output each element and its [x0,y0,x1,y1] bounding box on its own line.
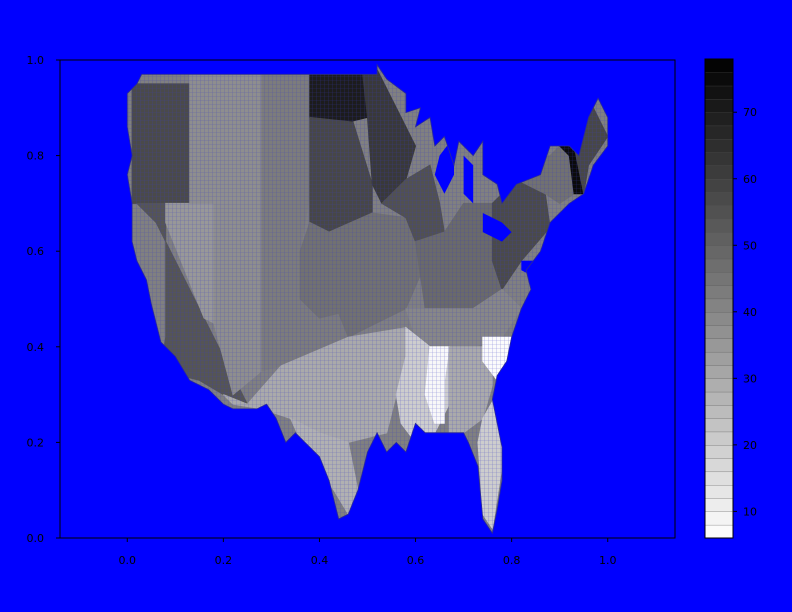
y-tick-label-5: 1.0 [27,54,45,67]
colorbar-band-11 [704,378,734,393]
colorbar-band-31 [704,112,734,127]
colorbar-band-12 [704,364,734,379]
x-axis: 0.0 0.2 0.4 0.6 0.8 1.0 [119,538,617,567]
colorbar-band-29 [704,138,734,153]
map-layer [127,64,608,534]
x-tick-label-2: 0.4 [311,554,329,567]
colorbar-band-30 [704,125,734,140]
x-tick-label-0: 0.0 [119,554,137,567]
colorbar-band-15 [704,324,734,339]
colorbar-band-28 [704,151,734,166]
colorbar-band-10 [704,391,734,406]
colorbar-band-5 [704,458,734,473]
colorbar-tick-label-2: 30 [743,372,757,385]
colorbar-band-19 [704,271,734,286]
colorbar-band-14 [704,338,734,353]
lake-1 [463,155,474,204]
colorbar: 10 20 30 40 50 60 70 [704,58,757,539]
grid-mesh [127,64,608,534]
x-tick-label-5: 1.0 [599,554,617,567]
colorbar-band-26 [704,178,734,193]
colorbar-tick-label-4: 50 [743,239,757,252]
y-tick-label-0: 0.0 [27,532,45,545]
lake-2 [482,213,512,242]
colorbar-tick-label-3: 40 [743,306,757,319]
y-tick-label-3: 0.6 [27,245,45,258]
colorbar-band-27 [704,165,734,180]
y-tick-label-4: 0.8 [27,150,45,163]
colorbar-band-35 [704,58,734,73]
colorbar-tick-label-5: 60 [743,173,757,186]
colorbar-band-17 [704,298,734,313]
colorbar-tick-label-1: 20 [743,439,757,452]
colorbar-band-1 [704,511,734,526]
y-tick-label-1: 0.2 [27,436,45,449]
x-tick-label-1: 0.2 [215,554,233,567]
colorbar-frame [704,58,734,539]
colorbar-band-25 [704,191,734,206]
colorbar-tick-label-0: 10 [743,505,757,518]
colorbar-band-3 [704,484,734,499]
colorbar-band-23 [704,218,734,233]
colorbar-band-6 [704,444,734,459]
colorbar-band-24 [704,205,734,220]
colorbar-band-22 [704,231,734,246]
colorbar-band-33 [704,85,734,100]
x-tick-label-4: 0.8 [503,554,521,567]
colorbar-band-0 [704,524,734,539]
plot-frame [59,59,676,539]
colorbar-tick-label-6: 70 [743,106,757,119]
colorbar-band-21 [704,245,734,260]
colorbar-band-4 [704,471,734,486]
plot-area [59,59,676,539]
colorbar-band-16 [704,311,734,326]
colorbar-band-2 [704,497,734,512]
colorbar-band-32 [704,98,734,113]
colorbar-band-18 [704,285,734,300]
x-tick-label-3: 0.6 [407,554,425,567]
colorbar-band-20 [704,258,734,273]
colorbar-band-7 [704,431,734,446]
map-outline [126,63,609,535]
colorbar-band-9 [704,404,734,419]
y-axis: 0.0 0.2 0.4 0.6 0.8 1.0 [27,54,60,545]
lake-3 [521,260,536,276]
y-tick-label-2: 0.4 [27,341,45,354]
colorbar-band-34 [704,72,734,87]
colorbar-band-13 [704,351,734,366]
colorbar-band-8 [704,418,734,433]
